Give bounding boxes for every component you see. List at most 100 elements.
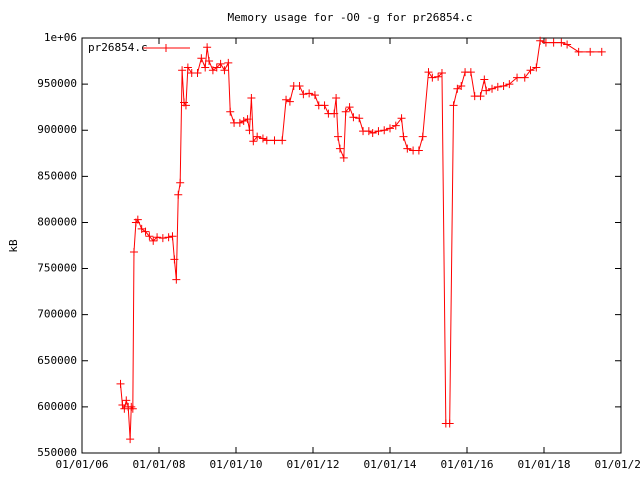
data-point xyxy=(183,63,192,72)
x-tick-label: 01/01/12 xyxy=(287,458,340,471)
data-point xyxy=(122,396,131,405)
data-point xyxy=(330,109,339,118)
legend-swatch xyxy=(143,44,190,52)
data-point xyxy=(586,47,595,56)
y-tick-label: 900000 xyxy=(37,123,77,136)
x-tick-label: 01/01/10 xyxy=(210,458,263,471)
data-point xyxy=(247,93,256,102)
data-point xyxy=(262,136,271,145)
data-point xyxy=(168,232,177,241)
data-point xyxy=(285,97,294,106)
data-point xyxy=(193,69,202,78)
data-point xyxy=(368,128,377,137)
data-point xyxy=(158,234,167,243)
data-point xyxy=(149,236,158,245)
data-point xyxy=(127,402,136,411)
data-point xyxy=(116,379,125,388)
y-tick-label: 950000 xyxy=(37,77,77,90)
data-point xyxy=(428,73,437,82)
data-point xyxy=(434,72,443,81)
data-point xyxy=(305,89,314,98)
data-point xyxy=(212,63,221,72)
data-point xyxy=(339,153,348,162)
data-point xyxy=(341,107,350,116)
x-tick-label: 01/01/14 xyxy=(364,458,417,471)
y-tick-label: 650000 xyxy=(37,354,77,367)
data-point xyxy=(536,36,545,45)
data-point xyxy=(226,107,235,116)
data-point xyxy=(488,84,497,93)
data-point xyxy=(282,95,291,104)
data-point xyxy=(355,114,364,123)
x-tick-label: 01/01/16 xyxy=(441,458,494,471)
data-point xyxy=(174,190,183,199)
data-point xyxy=(574,47,583,56)
data-point xyxy=(141,227,150,236)
data-point xyxy=(349,113,358,122)
data-point xyxy=(253,132,262,141)
data-point xyxy=(197,54,206,63)
legend-label: pr26854.c xyxy=(88,41,148,54)
data-point xyxy=(364,127,373,136)
data-point xyxy=(270,136,279,145)
data-point xyxy=(480,75,489,84)
data-point xyxy=(126,435,135,444)
data-point xyxy=(557,38,566,47)
data-point xyxy=(520,73,529,82)
data-point xyxy=(526,66,535,75)
data-point xyxy=(386,124,394,133)
data-point xyxy=(320,101,329,110)
data-point xyxy=(334,132,343,141)
data-point xyxy=(239,117,248,125)
x-tick-label: 01/01/08 xyxy=(133,458,186,471)
data-point xyxy=(178,66,187,75)
y-tick-label: 550000 xyxy=(37,446,77,459)
x-tick-label: 01/01/06 xyxy=(56,458,109,471)
data-point xyxy=(245,126,254,135)
data-point xyxy=(513,73,522,82)
data-point xyxy=(449,101,458,110)
data-point xyxy=(295,81,304,90)
data-point xyxy=(532,63,541,72)
data-point xyxy=(235,118,244,127)
chart-title: Memory usage for -O0 -g for pr26854.c xyxy=(227,11,472,24)
data-point xyxy=(128,404,137,413)
data-point xyxy=(224,58,233,67)
data-point xyxy=(482,86,491,95)
data-point xyxy=(176,178,185,187)
data-point xyxy=(243,115,252,124)
data-point xyxy=(164,233,173,242)
y-tick-label: 1e+06 xyxy=(44,31,77,44)
data-point xyxy=(345,103,354,112)
data-point xyxy=(133,215,142,224)
data-point xyxy=(181,101,190,110)
y-tick-label: 850000 xyxy=(37,169,77,182)
data-point xyxy=(129,247,138,256)
data-point xyxy=(220,66,229,75)
data-point xyxy=(476,92,485,101)
data-point xyxy=(205,57,214,66)
data-point xyxy=(399,132,408,141)
data-point xyxy=(505,80,514,89)
data-point xyxy=(374,127,383,136)
y-tick-label: 600000 xyxy=(37,400,77,413)
data-point xyxy=(172,275,181,284)
y-tick-label: 750000 xyxy=(37,262,77,275)
data-point xyxy=(278,136,287,145)
data-point xyxy=(391,121,400,130)
data-point xyxy=(299,90,308,99)
data-point xyxy=(216,59,225,68)
data-point xyxy=(437,69,446,78)
data-point xyxy=(418,132,427,141)
data-point xyxy=(541,38,550,47)
data-point xyxy=(120,404,129,413)
data-point xyxy=(414,146,423,155)
data-point xyxy=(597,47,606,56)
data-point xyxy=(118,401,127,410)
data-point xyxy=(203,43,212,52)
plot-frame xyxy=(81,37,622,454)
data-point xyxy=(457,81,466,90)
data-point xyxy=(424,68,433,77)
data-point xyxy=(335,144,344,153)
